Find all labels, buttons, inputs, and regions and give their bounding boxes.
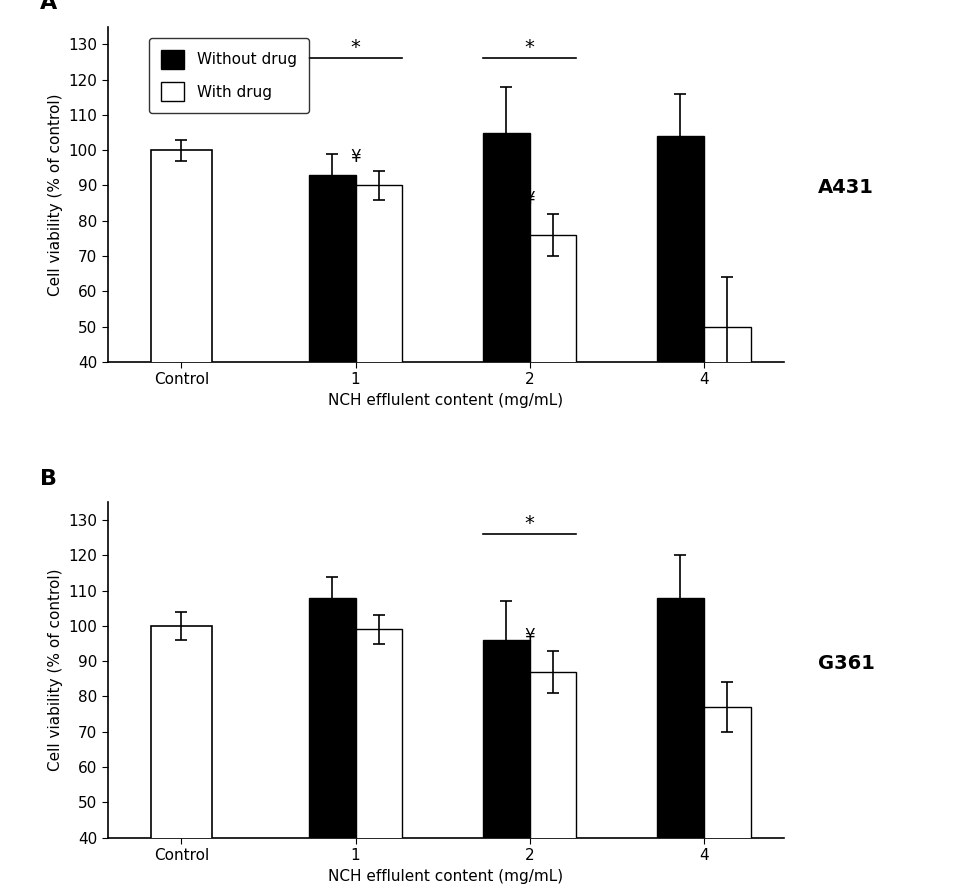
Y-axis label: Cell viability (% of control): Cell viability (% of control): [48, 568, 63, 772]
Text: A: A: [40, 0, 58, 13]
Bar: [704, 707, 751, 891]
Bar: [483, 133, 529, 503]
Y-axis label: Cell viability (% of control): Cell viability (% of control): [48, 93, 63, 296]
Text: *: *: [524, 38, 534, 57]
Bar: [356, 629, 403, 891]
Text: ¥: ¥: [350, 148, 361, 166]
X-axis label: NCH efflulent content (mg/mL): NCH efflulent content (mg/mL): [328, 869, 564, 884]
Bar: [657, 598, 704, 891]
Text: B: B: [40, 469, 57, 489]
Text: ¥: ¥: [524, 627, 535, 645]
Legend: Without drug, With drug: Without drug, With drug: [149, 37, 309, 113]
Text: A431: A431: [817, 178, 874, 197]
Bar: [483, 640, 529, 891]
Text: *: *: [524, 514, 534, 533]
Bar: [657, 136, 704, 503]
X-axis label: NCH efflulent content (mg/mL): NCH efflulent content (mg/mL): [328, 393, 564, 408]
Bar: [529, 235, 576, 503]
Text: *: *: [351, 38, 361, 57]
Bar: [151, 151, 212, 503]
Bar: [151, 626, 212, 891]
Text: G361: G361: [817, 654, 875, 673]
Text: ¥: ¥: [524, 191, 535, 208]
Bar: [704, 326, 751, 503]
Bar: [529, 672, 576, 891]
Bar: [356, 185, 403, 503]
Bar: [309, 598, 356, 891]
Bar: [309, 175, 356, 503]
